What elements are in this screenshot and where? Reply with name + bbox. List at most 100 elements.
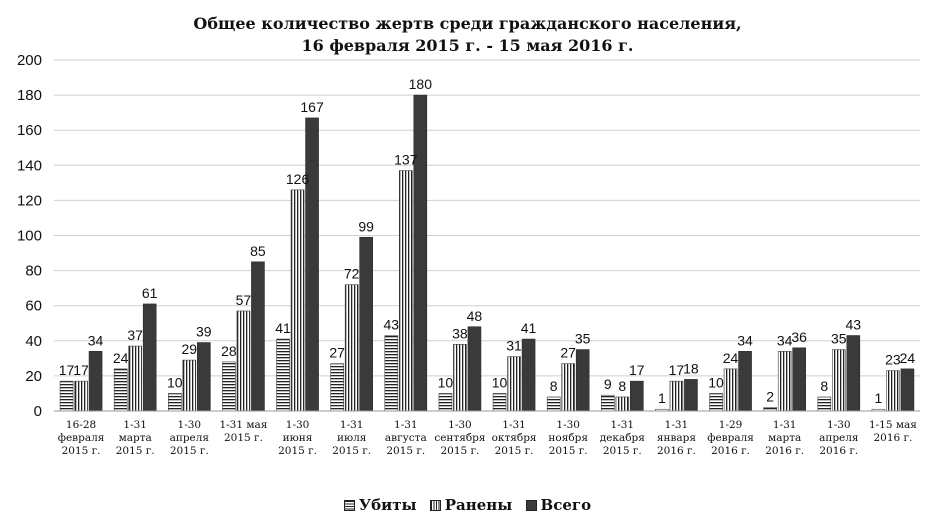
data-label-total: 34 (88, 332, 104, 348)
x-tick-label: 2015 г. (62, 445, 101, 457)
bar-wounded (344, 284, 359, 412)
x-tick-label: 1-31 (394, 419, 418, 431)
x-tick-label: 1-31 (123, 419, 147, 431)
x-tick-label: 2015 г. (332, 445, 371, 457)
legend-item-wounded: Ранены (429, 496, 512, 514)
x-tick-label: 1-31 (340, 419, 364, 431)
bar-wounded (561, 363, 575, 412)
bar-wounded (886, 370, 900, 412)
data-label-wounded: 8 (618, 378, 626, 394)
data-label-wounded: 57 (236, 292, 252, 308)
y-tick-label: 20 (25, 368, 42, 385)
bar-wounded (74, 380, 88, 412)
x-tick-label: 1-30 (286, 419, 310, 431)
data-label-total: 99 (358, 218, 374, 234)
bar-killed (384, 335, 399, 412)
bar-wounded (669, 380, 684, 412)
x-tick-label: 16-28 (66, 419, 96, 431)
bar-killed (276, 338, 290, 412)
data-label-wounded: 27 (560, 345, 576, 361)
data-label-total: 18 (683, 360, 699, 376)
bar-wounded (182, 359, 197, 412)
data-label-total: 85 (250, 243, 266, 259)
x-tick-label: 2015 г. (495, 445, 534, 457)
x-tick-label: 1-31 мая (219, 419, 267, 431)
data-label-killed: 24 (113, 350, 129, 366)
x-tick-label: апреля (819, 432, 859, 444)
legend-swatch-wounded (429, 499, 441, 511)
data-label-total: 180 (409, 76, 433, 92)
bar-wounded (723, 368, 738, 412)
data-label-wounded: 126 (286, 171, 310, 187)
y-tick-label: 100 (17, 228, 42, 245)
bar-wounded (290, 189, 305, 412)
x-tick-label: апреля (170, 432, 210, 444)
legend-item-killed: Убиты (343, 496, 417, 514)
x-tick-label: сентября (434, 432, 486, 444)
y-tick-label: 140 (17, 157, 42, 174)
bar-total (684, 379, 698, 412)
bar-total (88, 351, 103, 412)
x-tick-label: 2015 г. (224, 432, 263, 444)
data-label-wounded: 23 (885, 352, 901, 368)
x-tick-label: 2015 г. (116, 445, 155, 457)
legend-label-total: Всего (540, 496, 592, 514)
bar-killed (168, 393, 182, 412)
x-tick-label: января (657, 432, 697, 444)
data-label-wounded: 24 (723, 350, 739, 366)
y-tick-label: 80 (25, 263, 42, 280)
data-label-killed: 10 (167, 374, 183, 390)
bar-killed (601, 394, 615, 412)
data-label-total: 35 (575, 331, 591, 347)
bar-killed (546, 396, 561, 412)
bar-killed (492, 393, 507, 412)
data-label-total: 17 (629, 362, 645, 378)
x-tick-label: 2015 г. (549, 445, 588, 457)
x-tick-label: февраля (707, 432, 754, 444)
data-label-total: 43 (846, 317, 862, 333)
x-tick-label: 1-15 мая (869, 419, 917, 431)
x-tick-label: февраля (58, 432, 105, 444)
y-tick-label: 180 (17, 87, 42, 104)
bar-wounded (832, 349, 846, 412)
bar-wounded (399, 170, 413, 412)
data-label-wounded: 17 (669, 362, 685, 378)
legend-label-killed: Убиты (358, 496, 417, 514)
data-label-total: 24 (900, 350, 916, 366)
data-label-wounded: 17 (73, 362, 89, 378)
bar-total (305, 117, 319, 412)
data-label-killed: 10 (438, 374, 454, 390)
x-tick-label: 1-30 (448, 419, 472, 431)
data-label-total: 36 (791, 329, 807, 345)
bar-wounded (615, 396, 630, 412)
x-tick-label: 1-30 (827, 419, 851, 431)
data-label-killed: 8 (820, 378, 828, 394)
data-label-wounded: 29 (182, 341, 198, 357)
x-tick-label: августа (385, 432, 427, 444)
data-label-killed: 10 (492, 374, 508, 390)
x-tick-label: июня (283, 432, 313, 444)
data-label-killed: 1 (658, 390, 666, 406)
bar-total (413, 94, 428, 412)
x-tick-label: 2015 г. (440, 445, 479, 457)
bar-total (792, 347, 806, 412)
data-label-total: 39 (196, 324, 212, 340)
x-tick-label: 2016 г. (765, 445, 804, 457)
bar-total (467, 326, 482, 412)
x-tick-label: ноября (548, 432, 588, 444)
bar-killed (330, 363, 344, 412)
x-tick-label: 1-31 (665, 419, 689, 431)
bar-total (142, 303, 157, 412)
data-label-killed: 27 (329, 345, 345, 361)
x-tick-label: 1-31 (773, 419, 797, 431)
bar-killed (438, 393, 453, 412)
x-tick-label: 1-31 (611, 419, 635, 431)
data-label-killed: 28 (221, 343, 237, 359)
x-tick-label: 2015 г. (603, 445, 642, 457)
x-tick-label: июля (337, 432, 367, 444)
data-label-killed: 1 (875, 390, 883, 406)
bar-total (575, 349, 590, 412)
data-label-wounded: 137 (394, 152, 418, 168)
